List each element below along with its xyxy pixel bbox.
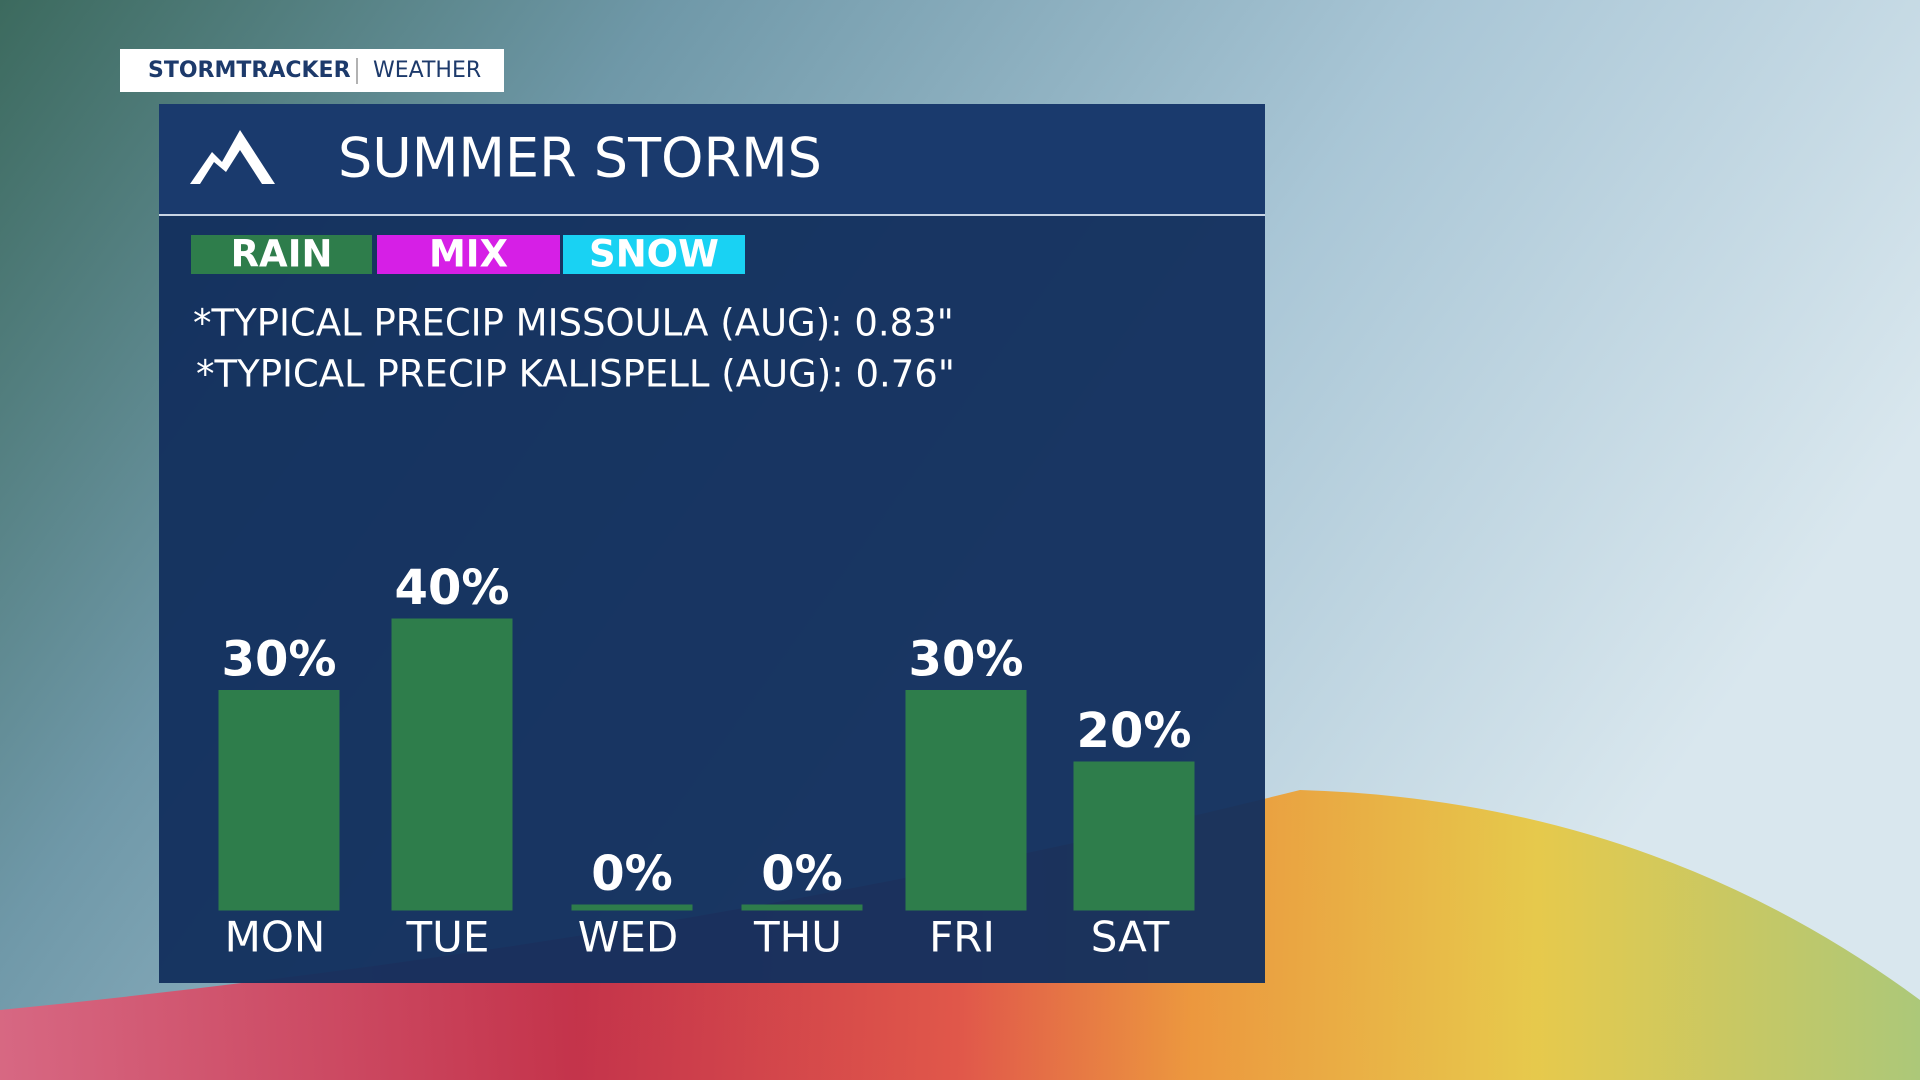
legend-label: SNOW — [589, 233, 719, 276]
note: *TYPICAL PRECIP KALISPELL (AUG): 0.76" — [196, 353, 955, 396]
bar — [905, 690, 1027, 911]
brand-section: WEATHER — [373, 58, 481, 83]
chart-title: SUMMER STORMS — [338, 127, 822, 190]
note: *TYPICAL PRECIP MISSOULA (AUG): 0.83" — [193, 302, 954, 345]
legend-swatch — [191, 235, 372, 274]
value-label: 30% — [909, 632, 1024, 688]
value-label: 20% — [1077, 703, 1192, 759]
x-tick-label: WED — [578, 913, 678, 962]
bar — [741, 904, 863, 911]
value-label: 30% — [222, 632, 337, 688]
x-tick-label: THU — [753, 913, 842, 962]
value-label: 0% — [761, 846, 843, 902]
value-label: 40% — [395, 560, 510, 616]
x-tick-label: TUE — [406, 913, 490, 962]
x-tick-label: MON — [225, 913, 326, 962]
bar — [571, 904, 693, 911]
legend-swatch — [563, 235, 745, 274]
legend-label: MIX — [429, 233, 508, 276]
brand-name: STORMTRACKER — [148, 58, 351, 83]
x-tick-label: SAT — [1091, 913, 1170, 962]
legend-label: RAIN — [231, 233, 333, 276]
value-label: 0% — [591, 846, 673, 902]
bar — [218, 690, 340, 911]
brand-box — [120, 49, 504, 92]
mountain-icon — [190, 130, 275, 184]
legend-swatch — [377, 235, 560, 274]
bar — [1073, 761, 1195, 911]
x-tick-label: FRI — [929, 913, 995, 962]
panel-header — [159, 104, 1265, 214]
bar — [391, 618, 513, 911]
